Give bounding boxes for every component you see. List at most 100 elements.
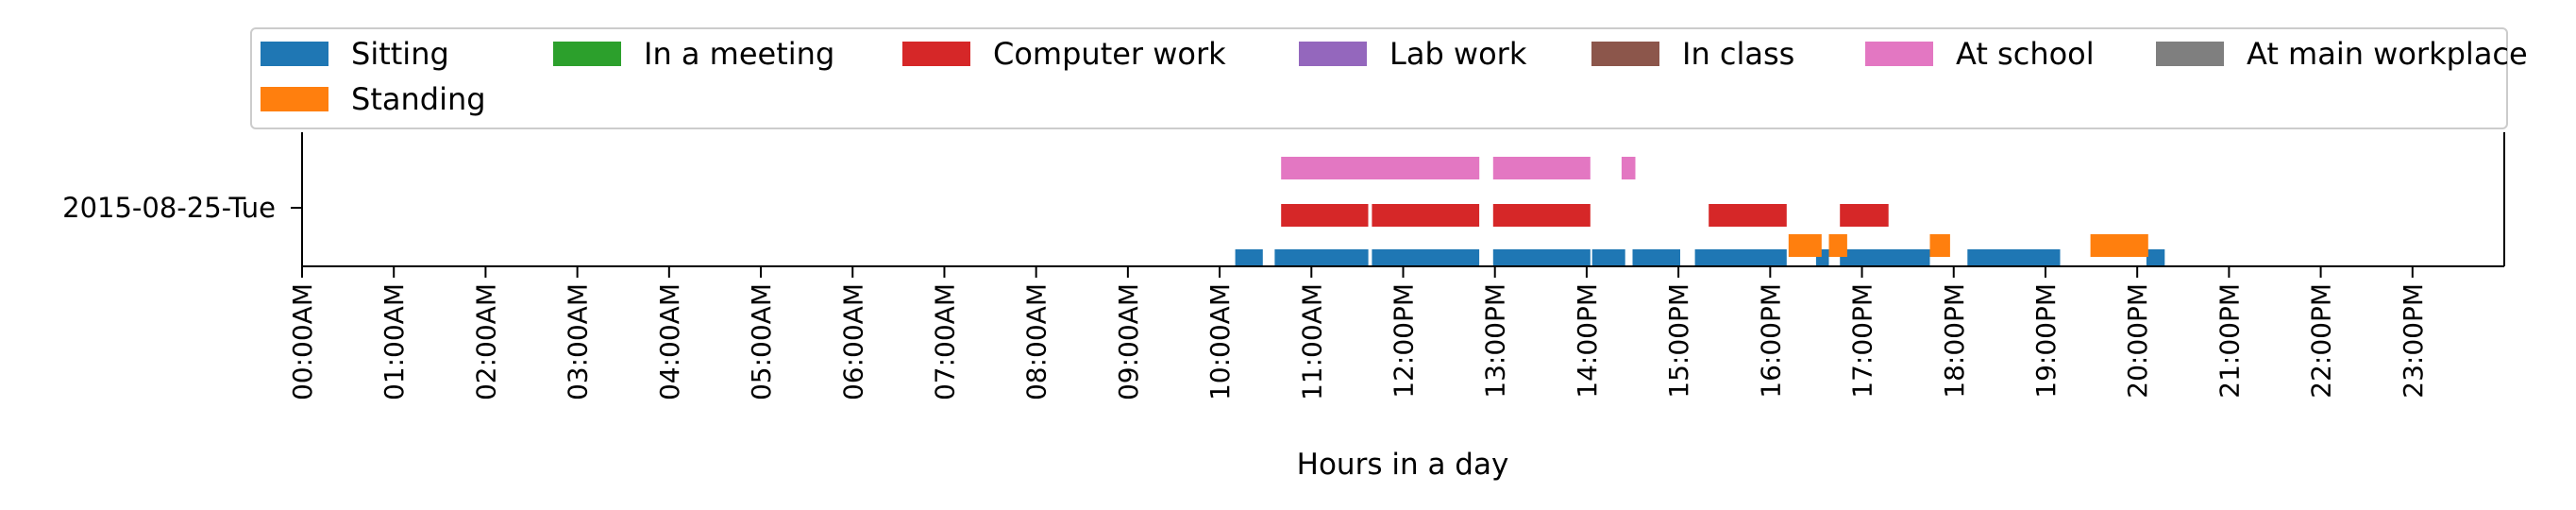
bar-standing [1929,234,1950,257]
axes-frame [301,132,2505,267]
bar-sitting [1967,249,2061,266]
bar-sitting [1591,249,1625,266]
bar-computer-work [1840,204,1889,227]
legend-item-standing: Standing [261,81,486,117]
bar-standing [2090,234,2148,257]
legend-item-in-a-meeting: In a meeting [553,36,834,72]
bar-computer-work [1492,204,1591,227]
legend-swatch [261,42,328,66]
x-tick-label: 17:00PM [1847,283,1878,399]
legend-label: At main workplace [2247,36,2528,72]
bar-standing [1788,234,1822,257]
x-tick-label: 09:00AM [1113,283,1144,400]
x-tick-label: 12:00PM [1389,283,1420,399]
legend-swatch [1299,42,1367,66]
legend-item-in-class: In class [1591,36,1794,72]
bar-computer-work [1372,204,1480,227]
bar-sitting [1274,249,1369,266]
x-tick: 17:00PM [1847,266,1878,399]
x-axis-label: Hours in a day [1297,448,1509,482]
x-tick-label: 11:00AM [1296,283,1327,400]
legend-label: In class [1682,36,1794,72]
x-tick-label: 16:00PM [1755,283,1786,399]
x-tick-label: 00:00AM [287,283,318,400]
x-tick: 04:00AM [654,266,685,400]
bar-at-school [1492,157,1591,179]
x-tick-label: 18:00PM [1939,283,1970,399]
x-tick: 15:00PM [1663,266,1694,399]
bar-computer-work [1281,204,1369,227]
legend: Sitting In a meeting Computer work Lab work… [250,27,2528,129]
x-tick: 16:00PM [1755,266,1786,399]
x-tick-label: 15:00PM [1663,283,1694,399]
legend-swatch [261,87,328,111]
y-tick: 2015-08-25-Tue [62,192,302,224]
legend-item-lab-work: Lab work [1299,36,1527,72]
x-tick: 18:00PM [1939,266,1970,399]
legend-item-computer-work: Computer work [902,36,1226,72]
bar-sitting [1694,249,1787,266]
legend-item-at-main-workplace: At main workplace [2156,36,2528,72]
x-tick: 03:00AM [563,266,594,400]
bar-at-school [1281,157,1480,179]
legend-label: Lab work [1389,36,1527,72]
legend-swatch [902,42,970,66]
legend-swatch [1591,42,1659,66]
x-tick: 00:00AM [287,266,318,400]
x-tick-label: 03:00AM [563,283,594,400]
bar-sitting [1492,249,1591,266]
x-tick: 08:00AM [1021,266,1052,400]
legend-label: Computer work [993,36,1226,72]
x-tick: 12:00PM [1389,266,1420,399]
x-tick-label: 02:00AM [470,283,501,400]
x-tick: 05:00AM [746,266,777,400]
y-tick-label: 2015-08-25-Tue [62,192,276,224]
x-tick-label: 19:00PM [2030,283,2062,399]
bar-computer-work [1709,204,1787,227]
x-tick-label: 23:00PM [2398,283,2429,399]
x-tick-label: 05:00AM [746,283,777,400]
x-tick: 21:00PM [2214,266,2245,399]
legend-frame [250,27,2508,129]
x-tick-label: 08:00AM [1021,283,1052,400]
x-tick-label: 10:00AM [1204,283,1236,400]
x-tick: 02:00AM [470,266,501,400]
x-tick-label: 20:00PM [2122,283,2153,399]
x-tick: 11:00AM [1296,266,1327,400]
bar-at-school [1621,157,1636,179]
plot-area: 2015-08-25-Tue 00:00AM 01:00AM 02:00AM 03:0… [62,132,2505,400]
legend-label: Sitting [351,36,449,72]
bar-sitting [1632,249,1680,266]
bar-sitting [1235,249,1263,266]
legend-swatch [2156,42,2224,66]
x-tick: 13:00PM [1480,266,1511,399]
x-tick-label: 13:00PM [1480,283,1511,399]
bar-sitting [1840,249,1930,266]
x-tick-label: 04:00AM [654,283,685,400]
x-tick: 19:00PM [2030,266,2062,399]
x-tick-label: 22:00PM [2306,283,2337,399]
x-tick-label: 21:00PM [2214,283,2245,399]
x-tick: 10:00AM [1204,266,1236,400]
x-tick: 20:00PM [2122,266,2153,399]
x-tick: 06:00AM [837,266,868,400]
x-tick: 07:00AM [929,266,960,400]
x-tick: 09:00AM [1113,266,1144,400]
x-tick-label: 14:00PM [1572,283,1603,399]
legend-label: At school [1956,36,2095,72]
legend-swatch [1865,42,1933,66]
legend-swatch [553,42,621,66]
x-tick: 01:00AM [379,266,410,400]
x-tick: 14:00PM [1572,266,1603,399]
legend-label: Standing [351,81,486,117]
bar-sitting [1372,249,1480,266]
bar-standing [1828,234,1847,257]
x-tick-label: 07:00AM [929,283,960,400]
x-tick-label: 06:00AM [837,283,868,400]
legend-item-sitting: Sitting [261,36,449,72]
x-tick: 23:00PM [2398,266,2429,399]
legend-label: In a meeting [644,36,834,72]
legend-item-at-school: At school [1865,36,2095,72]
bar-sitting [2146,249,2165,266]
